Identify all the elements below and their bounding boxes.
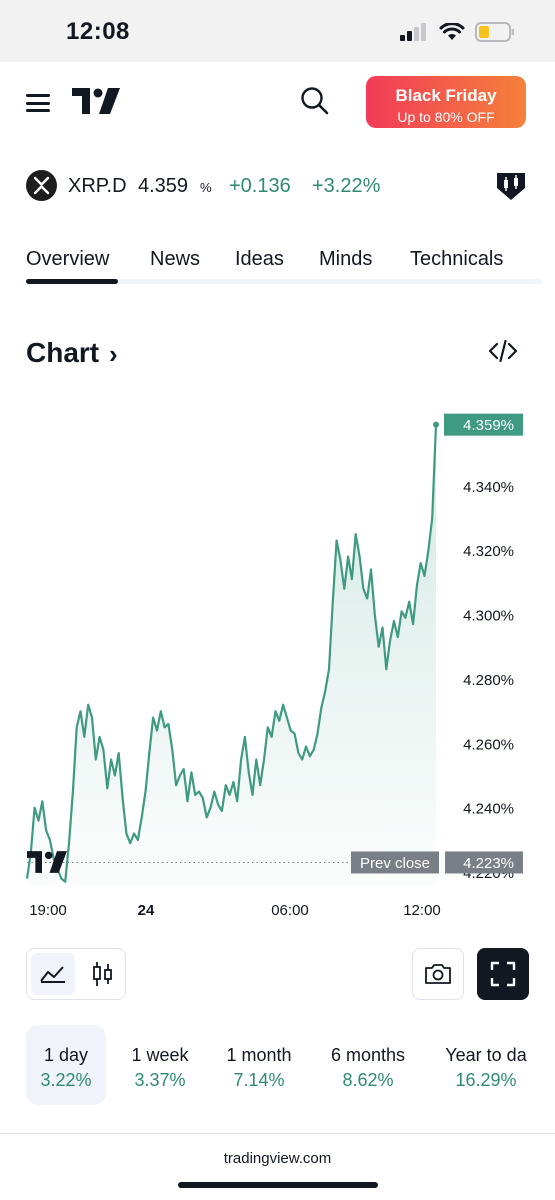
period-6-months[interactable]: 6 months 8.62% <box>318 1025 418 1105</box>
embed-code-icon[interactable] <box>488 338 518 364</box>
pro-badge-icon[interactable] <box>494 170 528 202</box>
fullscreen-icon <box>490 961 516 987</box>
period-1-week[interactable]: 1 week 3.37% <box>118 1025 202 1105</box>
chart-toolbar <box>0 946 555 1002</box>
footer-url[interactable]: tradingview.com <box>0 1150 555 1167</box>
chevron-right-icon[interactable]: › <box>109 339 118 370</box>
black-friday-promo-button[interactable]: Black Friday Up to 80% OFF <box>366 76 526 128</box>
period-value: 3.37% <box>118 1070 202 1091</box>
snapshot-camera-button[interactable] <box>412 948 464 1000</box>
symbol-change: +0.136 <box>229 175 291 198</box>
symbol-change-percent: +3.22% <box>312 175 380 198</box>
hamburger-menu-icon[interactable] <box>26 94 50 112</box>
tab-ideas[interactable]: Ideas <box>235 248 284 271</box>
period-1-day[interactable]: 1 day 3.22% <box>26 1025 106 1105</box>
period-selector: 1 day 3.22% 1 week 3.37% 1 month 7.14% 6… <box>0 1025 555 1105</box>
battery-icon <box>475 22 515 42</box>
price-chart[interactable]: 4.340% 4.320% 4.300% 4.280% 4.260% 4.240% 4.22… <box>0 395 555 930</box>
status-icons <box>399 22 515 42</box>
tab-bar: Overview News Ideas Minds Technicals <box>0 228 555 290</box>
period-label: 1 day <box>26 1045 106 1066</box>
prev-close-value-label: 4.223% <box>463 855 514 872</box>
x-tick-label: 24 <box>138 902 155 919</box>
camera-icon <box>424 963 452 985</box>
symbol-row: XRP.D 4.359 % +0.136 +3.22% <box>0 160 555 210</box>
y-tick-label: 4.280% <box>463 672 514 689</box>
symbol-unit: % <box>200 180 212 195</box>
y-tick-label: 4.300% <box>463 608 514 625</box>
prev-close-label: Prev close <box>360 855 430 872</box>
home-indicator <box>178 1182 378 1188</box>
period-value: 3.22% <box>26 1070 106 1091</box>
search-icon[interactable] <box>300 86 330 116</box>
x-tick-label: 06:00 <box>271 902 309 919</box>
period-value: 8.62% <box>318 1070 418 1091</box>
candlestick-chart-type-icon[interactable] <box>83 953 123 995</box>
footer-divider <box>0 1133 555 1134</box>
chart-type-group <box>26 948 126 1000</box>
tradingview-watermark-icon <box>27 851 67 873</box>
y-tick-label: 4.240% <box>463 801 514 818</box>
promo-title: Black Friday <box>366 86 526 106</box>
x-tick-label: 12:00 <box>403 902 441 919</box>
app-header: Black Friday Up to 80% OFF <box>0 62 555 142</box>
x-tick-label: 19:00 <box>29 902 67 919</box>
tradingview-logo-icon[interactable] <box>72 88 120 114</box>
active-tab-indicator <box>26 279 118 284</box>
period-label: 1 month <box>214 1045 304 1066</box>
tab-overview[interactable]: Overview <box>26 248 109 271</box>
cellular-signal-icon <box>399 23 429 41</box>
xrp-logo-icon <box>26 170 57 201</box>
y-tick-label: 4.260% <box>463 736 514 753</box>
y-tick-label: 4.340% <box>463 479 514 496</box>
period-1-month[interactable]: 1 month 7.14% <box>214 1025 304 1105</box>
chart-section-title[interactable]: Chart <box>26 337 99 369</box>
period-label: 1 week <box>118 1045 202 1066</box>
wifi-icon <box>439 23 465 42</box>
tab-minds[interactable]: Minds <box>319 248 372 271</box>
symbol-name: XRP.D <box>68 175 127 198</box>
period-label: Year to da <box>436 1045 536 1066</box>
chart-last-point <box>433 422 439 428</box>
promo-subtitle: Up to 80% OFF <box>366 109 526 125</box>
tab-news[interactable]: News <box>150 248 200 271</box>
period-label: 6 months <box>318 1045 418 1066</box>
symbol-price: 4.359 <box>138 175 188 198</box>
last-value-label: 4.359% <box>463 417 514 434</box>
period-value: 16.29% <box>436 1070 536 1091</box>
period-year-to-date[interactable]: Year to da 16.29% <box>436 1025 536 1105</box>
status-time: 12:08 <box>66 18 130 46</box>
fullscreen-button[interactable] <box>477 948 529 1000</box>
chart-area-fill <box>27 425 436 885</box>
y-tick-label: 4.320% <box>463 543 514 560</box>
period-value: 7.14% <box>214 1070 304 1091</box>
tab-technicals[interactable]: Technicals <box>410 248 503 271</box>
status-bar: 12:08 <box>0 0 555 62</box>
area-chart-type-icon[interactable] <box>31 953 75 995</box>
